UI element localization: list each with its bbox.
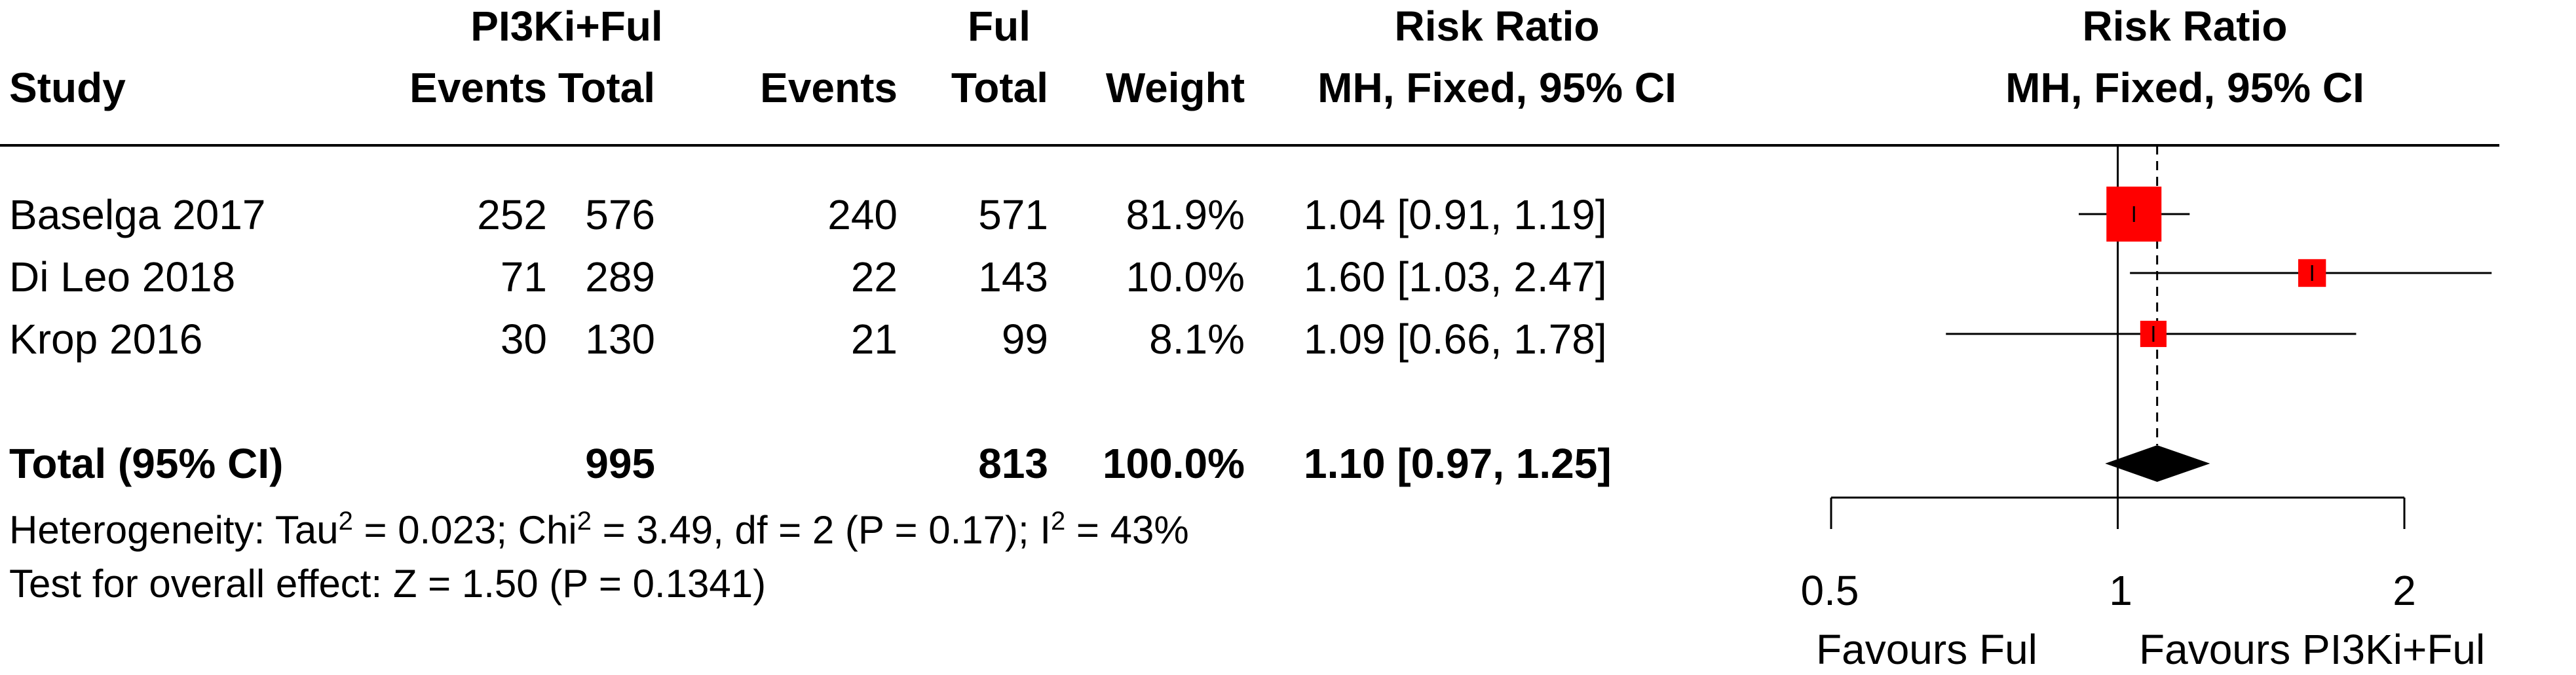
total-exp-total: 995: [585, 440, 655, 487]
exp-total: 289: [585, 253, 655, 301]
ctl-events: 22: [850, 253, 898, 301]
ctl-events-header: Events: [760, 64, 898, 111]
favours-right-label: Favours PI3Ki+Ful: [2139, 626, 2486, 673]
tick-label: 1: [2109, 567, 2132, 614]
weight-header: Weight: [1105, 64, 1245, 111]
overall-effect-text: Test for overall effect: Z = 1.50 (P = 0…: [9, 562, 767, 606]
exp-total-header: Total: [558, 64, 655, 111]
exp-events-header: Events: [409, 64, 547, 111]
ctl-events: 240: [827, 191, 898, 238]
exp-events: 30: [500, 316, 547, 363]
ctl-group-header: Ful: [968, 3, 1031, 50]
exp-events: 252: [477, 191, 547, 238]
total-label: Total (95% CI): [9, 440, 284, 487]
plot-title: Risk Ratio: [2082, 3, 2288, 50]
ctl-events: 21: [850, 316, 898, 363]
weight: 8.1%: [1149, 316, 1245, 363]
ctl-total-header: Total: [951, 64, 1048, 111]
total-ci-text: 1.10 [0.97, 1.25]: [1304, 440, 1612, 487]
study-name: Baselga 2017: [9, 191, 266, 238]
pooled-diamond: [2105, 445, 2210, 482]
rr-method-header: MH, Fixed, 95% CI: [1317, 64, 1676, 111]
study-name: Krop 2016: [9, 316, 203, 363]
tick-label: 2: [2393, 567, 2416, 614]
total-weight: 100.0%: [1102, 440, 1245, 487]
ctl-total: 99: [1001, 316, 1048, 363]
exp-events: 71: [500, 253, 547, 301]
plot-method-header: MH, Fixed, 95% CI: [2005, 64, 2364, 111]
exp-group-header: PI3Ki+Ful: [470, 3, 663, 50]
ci-text: 1.04 [0.91, 1.19]: [1304, 191, 1607, 238]
heterogeneity-text: Heterogeneity: Tau2 = 0.023; Chi2 = 3.49…: [9, 507, 1189, 552]
exp-total: 576: [585, 191, 655, 238]
ci-text: 1.09 [0.66, 1.78]: [1304, 316, 1607, 363]
tick-label: 0.5: [1800, 567, 1859, 614]
weight: 10.0%: [1126, 253, 1245, 301]
exp-total: 130: [585, 316, 655, 363]
ci-text: 1.60 [1.03, 2.47]: [1304, 253, 1607, 301]
total-ctl-total: 813: [978, 440, 1048, 487]
study-name: Di Leo 2018: [9, 253, 236, 301]
favours-left-label: Favours Ful: [1816, 626, 2037, 673]
weight: 81.9%: [1126, 191, 1245, 238]
rr-column-title: Risk Ratio: [1394, 3, 1600, 50]
ctl-total: 571: [978, 191, 1048, 238]
ctl-total: 143: [978, 253, 1048, 301]
study-header: Study: [9, 64, 126, 111]
